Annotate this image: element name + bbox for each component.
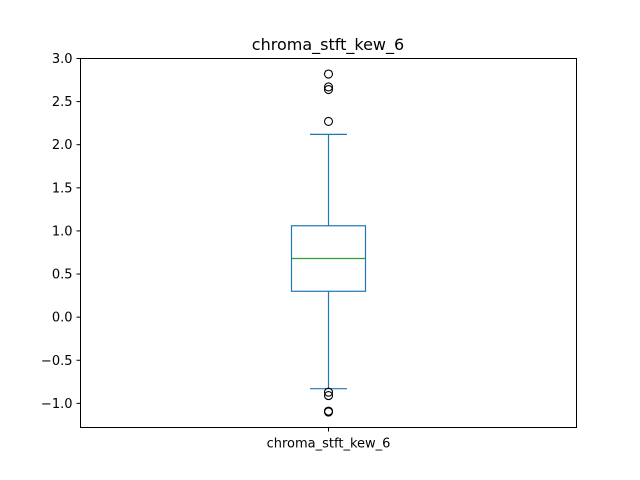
y-tick-label: 0.0 [52,311,73,326]
y-tick-label: 1.5 [52,181,73,196]
x-tick-label: chroma_stft_kew_6 [267,437,391,452]
x-axis: chroma_stft_kew_6 [267,427,391,452]
y-tick-label: −1.0 [41,397,73,412]
outlier-point [323,391,334,401]
y-axis: −1.0 −0.5 0.0 0.5 1.0 1.5 2.0 2.5 3.0 [41,52,81,412]
outlier-point [323,116,334,126]
chart-title: chroma_stft_kew_6 [252,35,404,55]
outlier-point [323,69,334,79]
outlier-point [323,387,334,397]
y-tick-label: 1.0 [52,224,73,239]
y-tick-label: 2.0 [52,138,73,153]
outlier-point [323,82,334,92]
y-tick-label: 2.5 [52,95,73,110]
box-plot [290,69,367,417]
y-tick-label: 3.0 [52,52,73,67]
outlier-point [323,407,334,417]
y-tick-label: −0.5 [41,354,73,369]
y-tick-label: 0.5 [52,268,73,283]
outlier-point [323,84,334,95]
